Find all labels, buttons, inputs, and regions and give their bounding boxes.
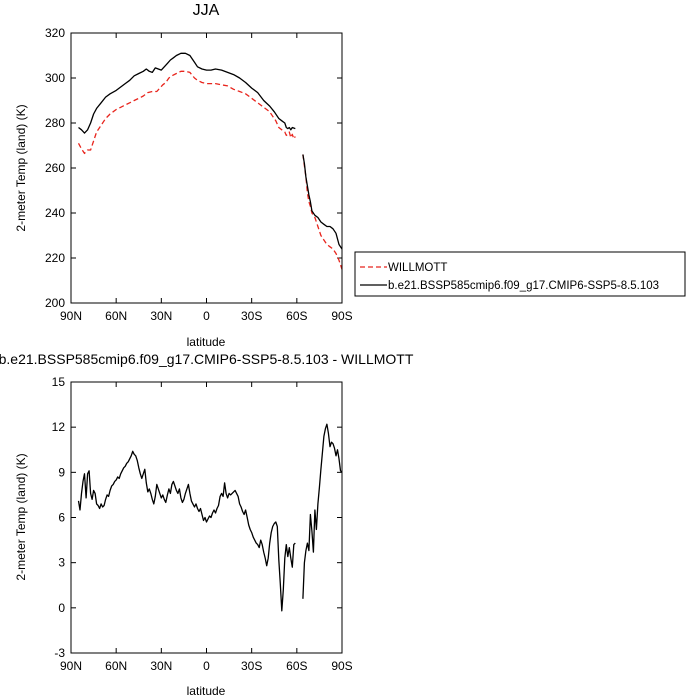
legend-box <box>354 251 686 297</box>
top-y-tick-label: 200 <box>45 296 65 310</box>
top-series-lines <box>77 52 343 270</box>
top-x-tick-label: 30N <box>150 309 172 323</box>
top-x-tick-label: 60S <box>286 309 307 323</box>
top-x-tick-label: 90N <box>60 309 82 323</box>
top-y-axis-label: 2-meter Temp (land) (K) <box>14 104 28 231</box>
bottom-x-tick-label: 0 <box>203 659 210 673</box>
top-x-tick-label: 0 <box>203 309 210 323</box>
top-y-tick-label: 320 <box>45 26 65 40</box>
bottom-plot-frame <box>70 381 343 654</box>
top-y-tick-label: 260 <box>45 161 65 175</box>
top-x-tick-label: 60N <box>105 309 127 323</box>
top-plot-frame <box>70 32 343 304</box>
bottom-y-tick-label: 9 <box>58 465 65 479</box>
bottom-x-tick-label: 90S <box>331 659 352 673</box>
legend: WILLMOTT b.e21.BSSP585cmip6.f09_g17.CMIP… <box>354 251 686 297</box>
legend-label-model: b.e21.BSSP585cmip6.f09_g17.CMIP6-SSP5-8.… <box>388 280 659 292</box>
top-y-tick-label: 280 <box>45 116 65 130</box>
bottom-y-tick-label: 6 <box>58 511 65 525</box>
top-x-axis-label: latitude <box>187 335 226 349</box>
bottom-panel-title: b.e21.BSSP585cmip6.f09_g17.CMIP6-SSP5-8.… <box>0 351 414 367</box>
bottom-x-tick-label: 30S <box>241 659 262 673</box>
top-y-tick-label: 240 <box>45 206 65 220</box>
bottom-y-tick-label: 3 <box>58 556 65 570</box>
bottom-series-line-0 <box>302 423 343 599</box>
bottom-x-axis-label: latitude <box>187 684 226 698</box>
difference-panel: b.e21.BSSP585cmip6.f09_g17.CMIP6-SSP5-8.… <box>0 351 414 698</box>
bottom-y-axis-label: 2-meter Temp (land) (K) <box>14 453 28 580</box>
top-y-tick-label: 220 <box>45 251 65 265</box>
top-x-tick-label: 90S <box>331 309 352 323</box>
bottom-x-tick-label: 60S <box>286 659 307 673</box>
bottom-axis-ticks: 90N 60N 30N 0 30S 60S 90S -3 0 3 6 9 12 15 <box>52 375 353 673</box>
legend-label-willmott: WILLMOTT <box>388 262 447 274</box>
bottom-series-line-0 <box>77 450 296 612</box>
bottom-x-tick-label: 30N <box>150 659 172 673</box>
bottom-y-tick-label: 0 <box>58 601 65 615</box>
top-series-line-0 <box>302 154 343 270</box>
bottom-x-tick-label: 60N <box>105 659 127 673</box>
top-axis-ticks: 90N 60N 30N 0 30S 60S 90S 200 220 240 260 280 300 320 <box>45 26 353 323</box>
top-series-line-1 <box>302 154 343 250</box>
top-x-tick-label: 30S <box>241 309 262 323</box>
bottom-series-lines <box>77 423 343 612</box>
top-series-line-0 <box>77 70 296 155</box>
top-series-line-1 <box>78 52 296 134</box>
temperature-panel: JJA 2-meter Temp (land) (K) latitude 90N… <box>14 2 353 349</box>
bottom-y-tick-label: -3 <box>54 646 65 660</box>
top-panel-title: JJA <box>193 2 220 19</box>
bottom-y-tick-label: 12 <box>52 420 66 434</box>
bottom-y-tick-label: 15 <box>52 375 66 389</box>
bottom-x-tick-label: 90N <box>60 659 82 673</box>
top-y-tick-label: 300 <box>45 71 65 85</box>
